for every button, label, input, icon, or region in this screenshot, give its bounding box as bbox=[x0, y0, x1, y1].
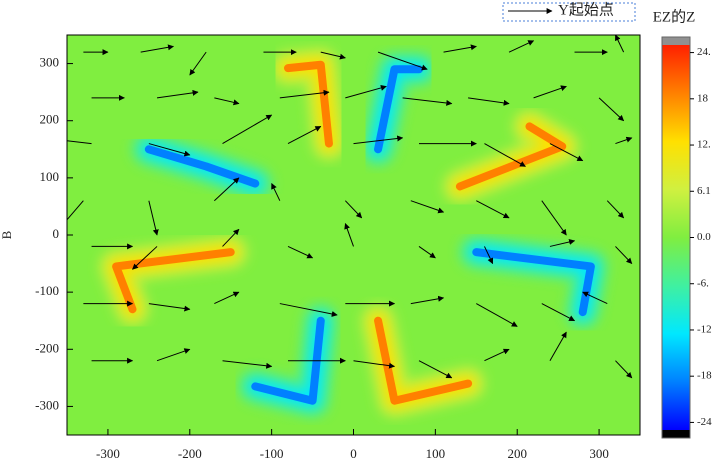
vector-arrow bbox=[468, 97, 510, 106]
vector-arrow bbox=[541, 200, 567, 236]
axes: -300 -200 -100 0 100 200 300 300 200 100 0 -100 -200… bbox=[35, 55, 609, 461]
vector-arrow bbox=[214, 291, 240, 305]
legend: Y起始点 bbox=[502, 1, 636, 22]
vector-arrow bbox=[410, 295, 445, 305]
legend-box bbox=[502, 2, 636, 22]
vector-arrow bbox=[582, 291, 608, 305]
vector-arrow bbox=[271, 183, 281, 201]
vector-arrow bbox=[615, 246, 633, 265]
vector-arrow bbox=[410, 200, 445, 214]
y-tick-label: -300 bbox=[35, 397, 59, 412]
colorbar-gradient bbox=[662, 45, 690, 430]
y-tick-label: 0 bbox=[53, 226, 60, 241]
vector-arrow bbox=[156, 89, 199, 99]
x-tick-label: 0 bbox=[350, 446, 357, 461]
vector-arrow bbox=[67, 140, 92, 145]
vector-arrow bbox=[476, 303, 518, 327]
vector-arrow bbox=[344, 200, 363, 219]
colorbar-tick-label: -18 bbox=[697, 370, 712, 382]
y-tick-label: 100 bbox=[40, 169, 60, 184]
vector-arrow bbox=[214, 97, 240, 106]
x-tick-label: -100 bbox=[260, 446, 284, 461]
colorbar-under bbox=[662, 430, 690, 438]
vector-arrow bbox=[508, 40, 535, 53]
vector-arrow bbox=[67, 200, 84, 221]
vector-arrow bbox=[222, 114, 273, 145]
vector-arrow bbox=[402, 97, 453, 106]
vector-arrow bbox=[287, 245, 314, 259]
x-tick-label: -300 bbox=[96, 446, 120, 461]
vector-arrow bbox=[189, 51, 207, 76]
vector-arrow bbox=[418, 246, 436, 259]
feature bbox=[455, 122, 567, 191]
vector-arrow bbox=[132, 246, 158, 270]
y-tick-label: -100 bbox=[35, 283, 59, 298]
vector-arrow bbox=[443, 44, 477, 53]
colorbar-tick-label: -6. bbox=[697, 277, 709, 289]
y-axis-label: B bbox=[0, 230, 14, 239]
vector-arrow bbox=[353, 135, 404, 145]
vector-arrow bbox=[484, 348, 510, 362]
vector-arrow bbox=[549, 239, 576, 247]
vector-arrow bbox=[484, 246, 494, 265]
colorbar: 24. 18 12. 6.1 0.0 -6. -12 -18 -24 bbox=[661, 36, 712, 439]
y-tick-label: 300 bbox=[40, 55, 60, 70]
feature bbox=[374, 316, 473, 405]
x-tick-label: 100 bbox=[426, 446, 446, 461]
vector-arrow bbox=[222, 360, 273, 369]
colorbar-tick-label: 0.0 bbox=[697, 231, 711, 243]
feature bbox=[374, 65, 423, 154]
vector-arrow bbox=[320, 51, 346, 60]
vector-arrow bbox=[418, 360, 453, 379]
colorbar-tick-label: 18 bbox=[697, 92, 709, 104]
colorbar-title: EZ的Z bbox=[653, 8, 696, 25]
feature bbox=[284, 60, 333, 148]
vector-arrow bbox=[377, 51, 428, 71]
plot-frame bbox=[66, 34, 641, 436]
vector-arrow bbox=[598, 97, 625, 122]
vector-arrow bbox=[156, 348, 191, 362]
vector-arrow bbox=[541, 303, 576, 322]
vector-arrow bbox=[140, 44, 175, 53]
legend-label: Y起始点 bbox=[558, 1, 614, 18]
x-tick-label: 200 bbox=[507, 446, 527, 461]
colorbar-tick-label: 12. bbox=[697, 139, 711, 151]
vector-arrow bbox=[615, 360, 633, 379]
vector-arrow bbox=[287, 125, 322, 145]
colorbar-tick-label: 6.1 bbox=[697, 185, 711, 197]
vector-arrow bbox=[344, 223, 354, 247]
vector-arrow bbox=[345, 84, 387, 99]
vector-arrow bbox=[533, 85, 567, 99]
vector-arrow bbox=[353, 360, 396, 369]
x-tick-label: -200 bbox=[178, 446, 202, 461]
x-tick-label: 300 bbox=[589, 446, 609, 461]
vector-arrow bbox=[279, 89, 330, 99]
y-tick-label: -200 bbox=[35, 340, 59, 355]
y-tick-label: 200 bbox=[40, 112, 60, 127]
vector-arrow bbox=[148, 143, 191, 157]
vector-arrow bbox=[614, 35, 625, 53]
colorbar-tick-label: -12 bbox=[697, 323, 712, 335]
vector-arrow bbox=[148, 200, 159, 236]
vector-arrow bbox=[606, 200, 625, 219]
vector-arrow bbox=[148, 303, 191, 312]
colorbar-over bbox=[662, 37, 690, 45]
feature bbox=[112, 248, 235, 314]
vector-arrow bbox=[476, 200, 510, 219]
vector-arrow bbox=[615, 136, 633, 145]
vector-arrow bbox=[222, 228, 240, 247]
vector-arrow bbox=[549, 143, 584, 162]
vector-field bbox=[67, 35, 633, 379]
plot-background bbox=[67, 35, 640, 435]
colorbar-tick-label: 24. bbox=[697, 46, 711, 58]
vector-arrow bbox=[484, 143, 526, 167]
vector-arrow bbox=[549, 331, 567, 361]
colorbar-tick-label: -24 bbox=[697, 416, 712, 428]
vector-arrow bbox=[214, 177, 240, 202]
vector-arrow bbox=[279, 303, 338, 317]
feature bbox=[251, 316, 325, 405]
